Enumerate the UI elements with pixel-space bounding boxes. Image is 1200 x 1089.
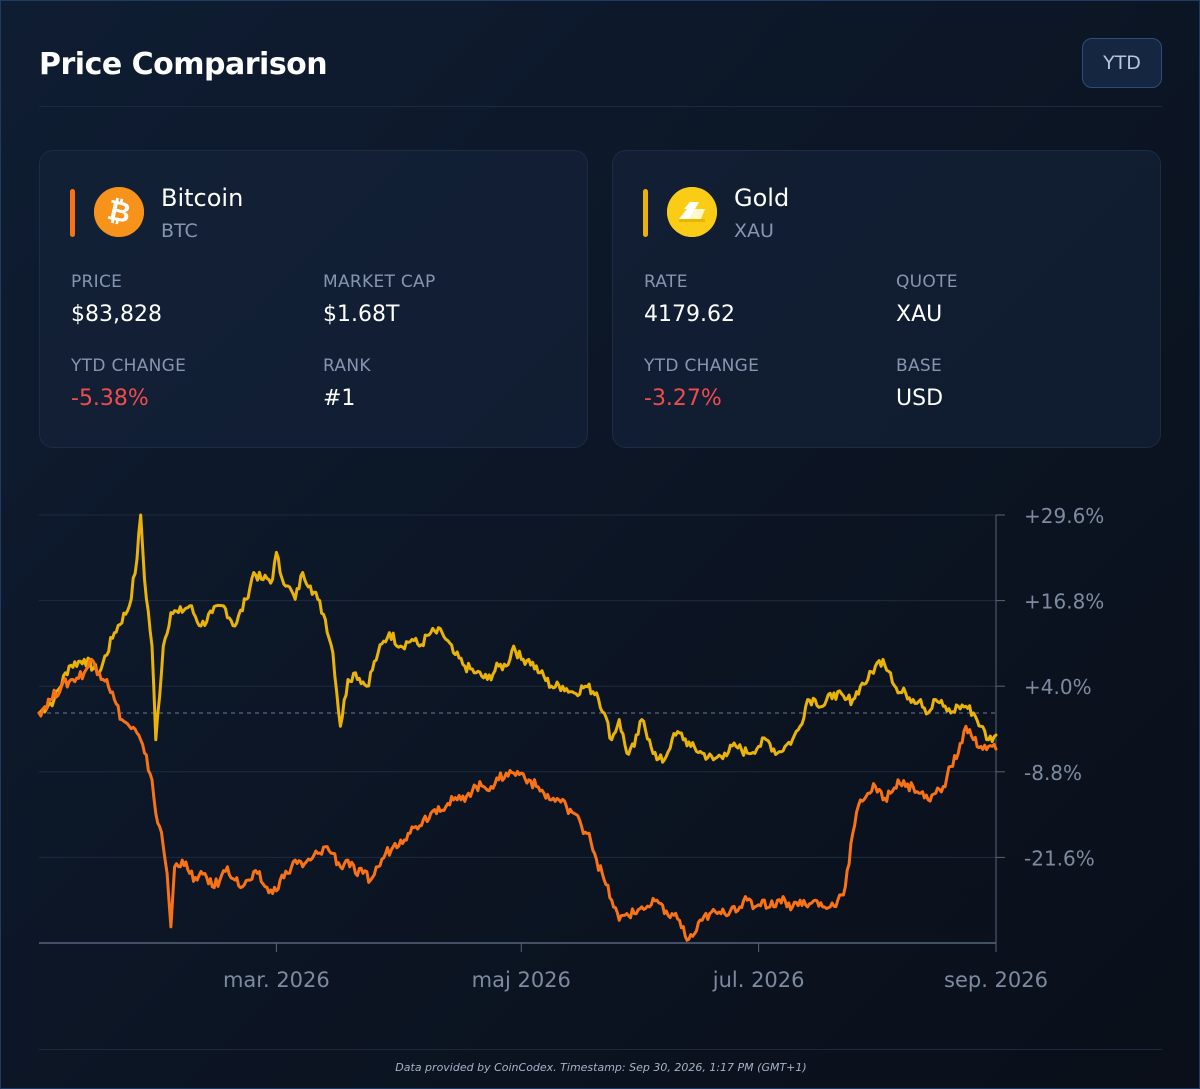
ytd-change-label: YTD CHANGE [71,356,187,376]
y-tick-label: +29.6% [1024,504,1104,528]
bitcoin-accent-bar [70,189,75,237]
y-tick-label: +16.8% [1024,590,1104,614]
gold-series-line [37,513,998,764]
price-label: PRICE [71,272,123,292]
header: Price Comparison YTD [39,37,1162,107]
base-label: BASE [896,356,943,376]
footer-attribution: Data provided by CoinCodex. Timestamp: S… [395,1061,807,1074]
ytd-change-value: -3.27% [644,386,722,411]
gold-card: Gold XAU RATE 4179.62 QUOTE XAU YTD CHAN… [612,150,1161,448]
asset-symbol: XAU [734,220,774,242]
bitcoin-icon: ₿ [94,187,144,237]
gold-bars-icon [667,187,717,237]
rank-label: RANK [323,356,371,376]
ytd-change-value: -5.38% [71,386,149,411]
market-cap-label: MARKET CAP [323,272,436,292]
y-tick-label: -21.6% [1024,846,1095,870]
x-tick-label: maj 2026 [472,968,571,992]
comparison-chart[interactable]: +29.6% +16.8% +4.0% -8.8% -21.6% mar. 2026 maj… [1,491,1200,1011]
rate-value: 4179.62 [644,302,735,327]
base-value: USD [896,386,944,411]
market-cap-value: $1.68T [323,302,400,327]
asset-name: Gold [734,184,790,212]
asset-symbol: BTC [161,220,198,242]
price-value: $83,828 [71,302,162,327]
ytd-range-button[interactable]: YTD [1082,38,1162,88]
x-tick-label: jul. 2026 [712,968,805,992]
quote-value: XAU [896,302,943,327]
rank-value: #1 [323,386,356,411]
footer-divider [39,1049,1162,1050]
y-tick-label: -8.8% [1024,761,1082,785]
asset-name: Bitcoin [161,184,244,212]
bitcoin-card: ₿ Bitcoin BTC PRICE $83,828 MARKET CAP $… [39,150,588,448]
rate-label: RATE [644,272,688,292]
bitcoin-series-line [37,657,998,942]
gold-accent-bar [643,189,648,237]
quote-label: QUOTE [896,272,958,292]
x-tick-label: sep. 2026 [944,968,1048,992]
x-tick-label: mar. 2026 [223,968,330,992]
chart-svg[interactable]: +29.6% +16.8% +4.0% -8.8% -21.6% mar. 2026 maj… [1,491,1200,1011]
ytd-change-label: YTD CHANGE [644,356,760,376]
page-title: Price Comparison [39,47,328,82]
y-tick-label: +4.0% [1024,675,1092,699]
